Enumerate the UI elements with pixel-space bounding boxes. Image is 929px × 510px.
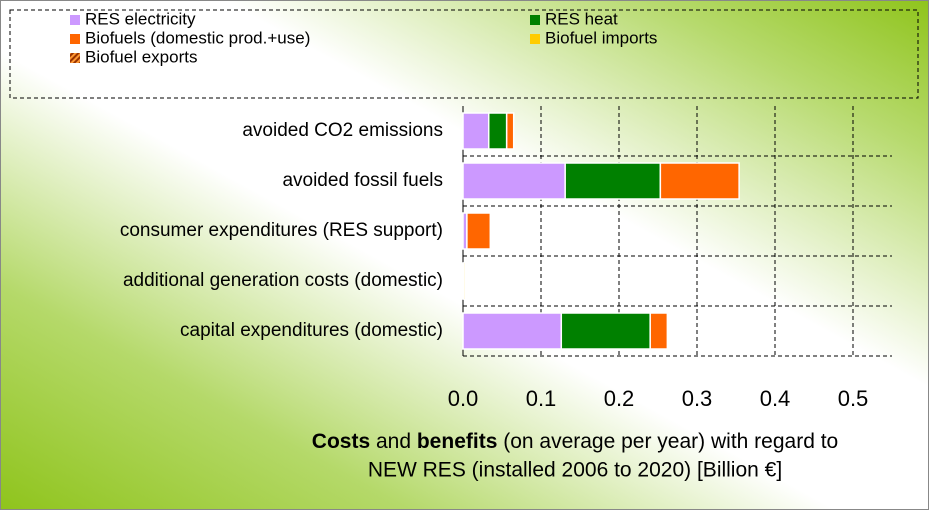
legend-label: Biofuel imports (545, 28, 657, 47)
legend-label: Biofuel exports (85, 47, 197, 66)
x-tick-label: 0.3 (682, 386, 713, 411)
x-tick-label: 0.0 (448, 386, 479, 411)
x-tick-label: 0.1 (526, 386, 557, 411)
legend-swatch (70, 53, 80, 63)
x-axis-label: NEW RES (installed 2006 to 2020) [Billio… (368, 459, 782, 482)
category-label: consumer expenditures (RES support) (120, 220, 443, 241)
bar-segment (487, 112, 508, 150)
bar-segment (564, 162, 662, 200)
legend-swatch (530, 15, 540, 25)
category-label: additional generation costs (domestic) (123, 270, 443, 291)
legend-label: Biofuels (domestic prod.+use) (85, 28, 310, 47)
bar-segment (462, 162, 566, 200)
x-label-part: and (370, 430, 417, 453)
x-label-part: Costs (312, 430, 370, 453)
x-tick-label: 0.4 (760, 386, 791, 411)
x-label-part: benefits (417, 430, 498, 453)
bar-segment (466, 212, 492, 250)
x-label-part: (on average per year) with regard to (497, 430, 838, 453)
category-label: capital expenditures (domestic) (180, 320, 443, 341)
bar-segment (505, 112, 515, 150)
bar-segment (649, 312, 669, 350)
bar-segment (659, 162, 740, 200)
bar-segment (463, 262, 467, 300)
legend-label: RES heat (545, 9, 618, 28)
legend-swatch (70, 15, 80, 25)
legend-label: RES electricity (85, 9, 196, 28)
x-tick-label: 0.2 (604, 386, 635, 411)
x-axis-label: Costs and benefits (on average per year)… (312, 430, 838, 453)
legend-swatch (530, 34, 540, 44)
legend-swatch (70, 34, 80, 44)
bar-segment (462, 312, 563, 350)
bar-segment (462, 112, 490, 150)
category-label: avoided CO2 emissions (242, 120, 443, 141)
legend-box (9, 9, 919, 99)
category-label: avoided fossil fuels (282, 170, 443, 191)
bar-segment (560, 312, 651, 350)
x-tick-label: 0.5 (838, 386, 869, 411)
